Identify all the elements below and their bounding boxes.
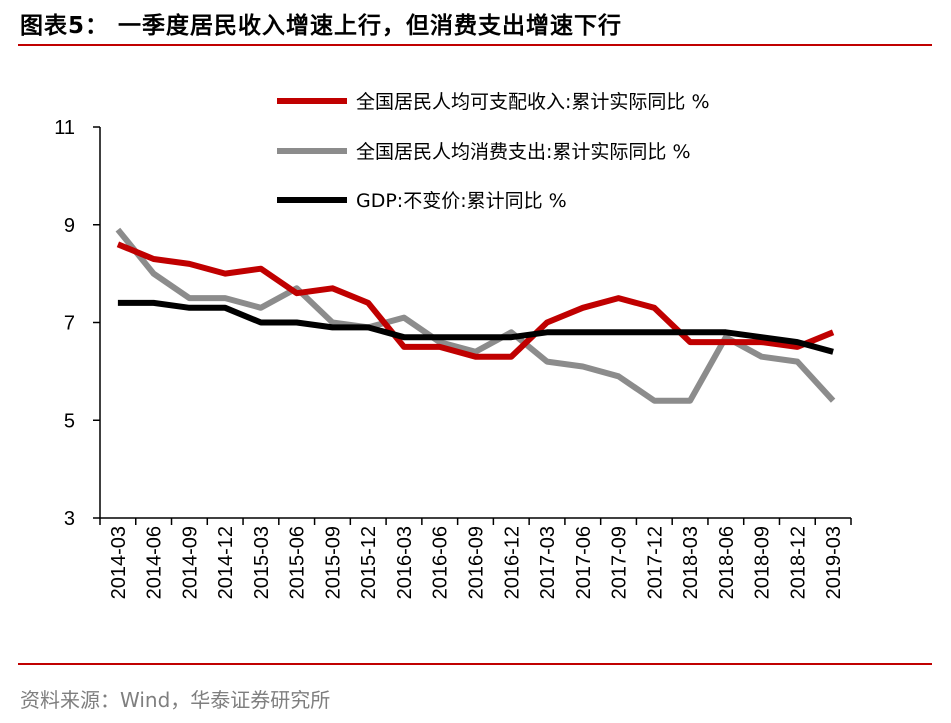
x-tick-label: 2014-03 [108, 526, 130, 599]
x-tick-label: 2015-09 [322, 526, 344, 599]
legend-label-1: 全国居民人均可支配收入:累计实际同比 % [356, 91, 710, 113]
series-line-1 [116, 241, 835, 360]
x-tick-label: 2017-03 [537, 526, 559, 599]
series-line-3 [117, 299, 834, 355]
legend-label-3: GDP:不变价:累计同比 % [356, 190, 567, 212]
x-tick-label: 2017-09 [609, 526, 631, 599]
x-tick-label: 2018-09 [752, 526, 774, 599]
x-tick-label: 2014-12 [215, 526, 237, 599]
legend-label-2: 全国居民人均消费支出:累计实际同比 % [356, 141, 691, 163]
x-tick-label: 2016-03 [394, 526, 416, 599]
y-tick-label: 11 [54, 117, 75, 139]
x-tick-label: 2017-12 [644, 526, 666, 599]
x-tick-label: 2018-06 [716, 526, 738, 599]
x-tick-label: 2016-09 [466, 526, 488, 599]
chart-title: 图表5： 一季度居民收入增速上行，但消费支出增速下行 [20, 13, 623, 39]
y-tick-label: 7 [64, 313, 75, 335]
x-tick-label: 2015-12 [358, 526, 380, 599]
y-tick-label: 3 [64, 508, 75, 530]
x-tick-label: 2014-06 [144, 526, 166, 599]
x-tick-label: 2016-06 [430, 526, 452, 599]
source-note: 资料来源：Wind，华泰证券研究所 [20, 688, 331, 712]
x-tick-label: 2016-12 [501, 526, 523, 599]
series-line-2 [115, 227, 836, 404]
x-tick-label: 2015-06 [287, 526, 309, 599]
bottom-divider [18, 663, 932, 665]
top-divider [18, 44, 932, 46]
x-tick-label: 2018-03 [680, 526, 702, 599]
x-tick-label: 2015-03 [251, 526, 273, 599]
x-tick-label: 2019-03 [823, 526, 845, 599]
x-tick-label: 2018-12 [787, 526, 809, 599]
x-tick-label: 2014-09 [179, 526, 201, 599]
y-tick-label: 9 [64, 215, 75, 237]
x-tick-label: 2017-06 [573, 526, 595, 599]
y-tick-label: 5 [64, 410, 75, 432]
